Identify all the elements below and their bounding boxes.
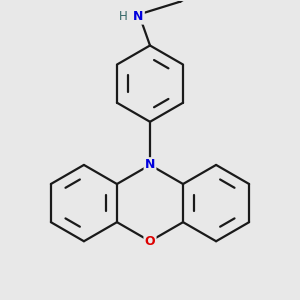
Text: N: N	[133, 11, 144, 23]
Text: N: N	[145, 158, 155, 171]
Text: O: O	[145, 235, 155, 248]
Text: H: H	[119, 11, 128, 23]
